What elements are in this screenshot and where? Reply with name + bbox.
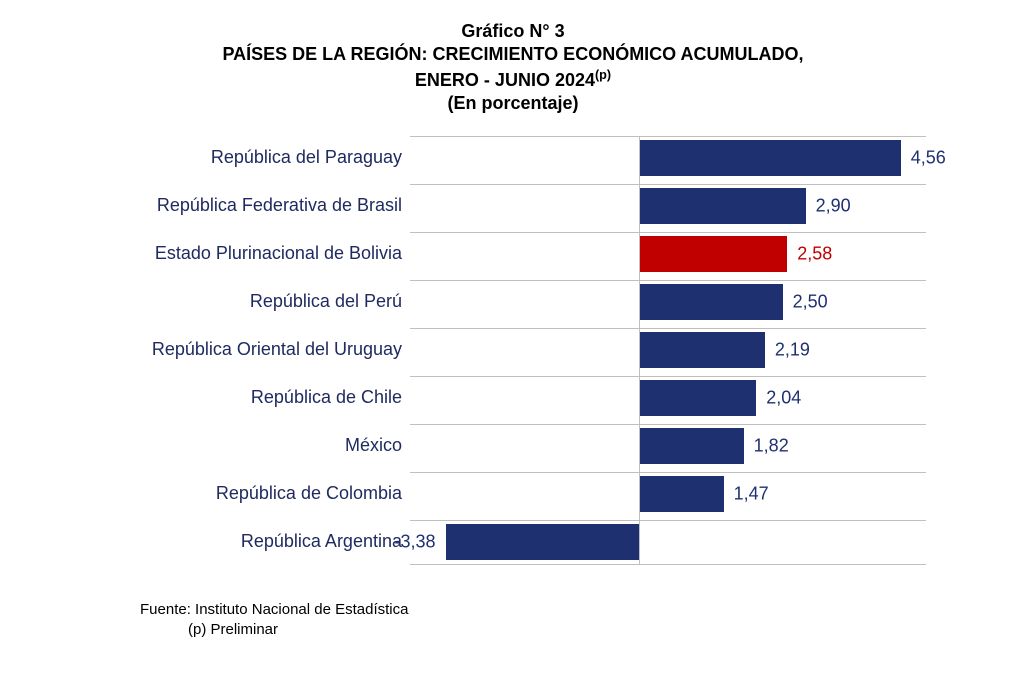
value-label: 2,19	[775, 339, 810, 360]
title-superscript: (p)	[595, 68, 611, 82]
bar	[639, 188, 805, 224]
bar-row: República Argentina-3,38	[100, 520, 926, 564]
value-label: 1,47	[734, 483, 769, 504]
title-line-2: PAÍSES DE LA REGIÓN: CRECIMIENTO ECONÓMI…	[0, 43, 1026, 66]
bar-row: República de Chile 2,04	[100, 376, 926, 420]
gridline	[410, 280, 926, 281]
category-label: Estado Plurinacional de Bolivia	[100, 243, 410, 264]
bar-track: 2,90	[410, 188, 926, 224]
zero-axis	[639, 524, 640, 560]
bar-row: República Federativa de Brasil 2,90	[100, 184, 926, 228]
category-label: República de Chile	[100, 387, 410, 408]
gridline	[410, 424, 926, 425]
bar-track: -3,38	[410, 524, 926, 560]
gridline	[410, 136, 926, 137]
bar-track: 2,19	[410, 332, 926, 368]
title-line-1: Gráfico N° 3	[0, 20, 1026, 43]
plot-area: República del Paraguay4,56República Fede…	[100, 136, 926, 586]
value-label: -3,38	[395, 531, 436, 552]
value-label: 2,50	[793, 291, 828, 312]
value-label: 1,82	[754, 435, 789, 456]
bar-row: Estado Plurinacional de Bolivia 2,58	[100, 232, 926, 276]
gridline	[410, 376, 926, 377]
bar-row: República de Colombia 1,47	[100, 472, 926, 516]
gridline	[410, 520, 926, 521]
gridline	[410, 184, 926, 185]
bar	[639, 476, 723, 512]
gridline	[410, 472, 926, 473]
category-label: República del Perú	[100, 291, 410, 312]
bar	[639, 380, 756, 416]
title-line-3-text: ENERO - JUNIO 2024	[415, 70, 595, 90]
gridline	[410, 328, 926, 329]
footer-note: (p) Preliminar	[188, 620, 1026, 640]
title-line-3: ENERO - JUNIO 2024(p)	[0, 67, 1026, 92]
bar	[639, 428, 743, 464]
chart-container: Gráfico N° 3 PAÍSES DE LA REGIÓN: CRECIM…	[0, 0, 1026, 685]
bar-track: 1,47	[410, 476, 926, 512]
bar	[639, 236, 787, 272]
gridline	[410, 564, 926, 565]
title-line-4: (En porcentaje)	[0, 92, 1026, 115]
value-label: 2,04	[766, 387, 801, 408]
category-label: República Argentina	[100, 531, 410, 552]
bar-row: México 1,82	[100, 424, 926, 468]
value-label: 2,58	[797, 243, 832, 264]
bar-track: 2,04	[410, 380, 926, 416]
bar-track: 1,82	[410, 428, 926, 464]
footer-source: Fuente: Instituto Nacional de Estadístic…	[140, 600, 1026, 620]
chart-footer: Fuente: Instituto Nacional de Estadístic…	[140, 600, 1026, 641]
bar-row: República del Paraguay4,56	[100, 136, 926, 180]
value-label: 4,56	[911, 147, 946, 168]
gridline	[410, 232, 926, 233]
bar-track: 4,56	[410, 140, 926, 176]
category-label: República del Paraguay	[100, 147, 410, 168]
bar	[639, 284, 782, 320]
bar	[639, 332, 765, 368]
bar-row: República del Perú 2,50	[100, 280, 926, 324]
bar-track: 2,50	[410, 284, 926, 320]
bar	[446, 524, 640, 560]
category-label: México	[100, 435, 410, 456]
bar-track: 2,58	[410, 236, 926, 272]
value-label: 2,90	[816, 195, 851, 216]
bar-row: República Oriental del Uruguay 2,19	[100, 328, 926, 372]
chart-title-block: Gráfico N° 3 PAÍSES DE LA REGIÓN: CRECIM…	[0, 0, 1026, 116]
category-label: República Oriental del Uruguay	[100, 339, 410, 360]
bar	[639, 140, 900, 176]
category-label: República Federativa de Brasil	[100, 195, 410, 216]
category-label: República de Colombia	[100, 483, 410, 504]
